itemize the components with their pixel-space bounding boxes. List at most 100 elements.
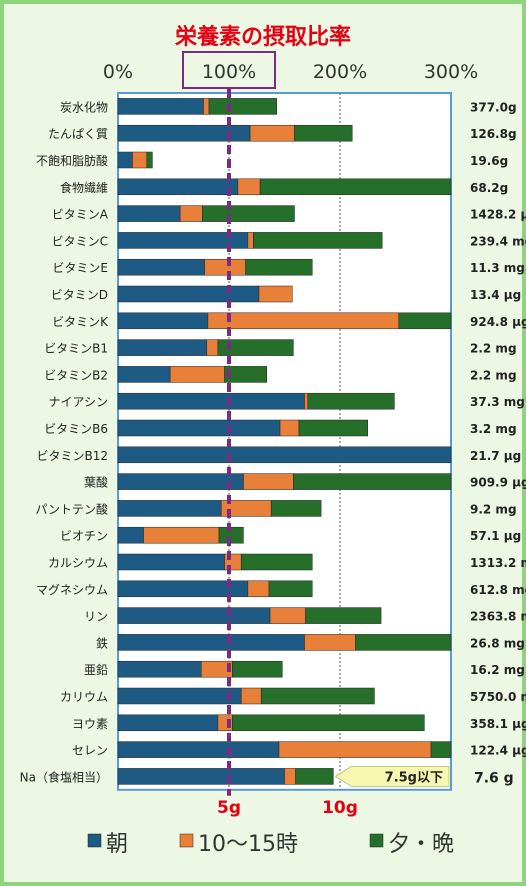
total-amount: 239.4 mg <box>470 234 526 248</box>
bar-segment <box>398 312 452 330</box>
bar-segment <box>253 232 383 249</box>
nutrient-label: セレン <box>72 744 108 758</box>
nutrient-label: ビタミンC <box>52 234 108 248</box>
bar-segment <box>117 687 242 705</box>
bar-segment <box>117 312 209 330</box>
total-amount: 2.2 mg <box>470 342 517 356</box>
bar-segment <box>247 232 254 249</box>
x-tick-label: 0% <box>103 61 133 83</box>
bar-segment <box>237 178 261 196</box>
bar-segment <box>268 580 313 598</box>
bar-segment <box>117 446 452 464</box>
bar-segment <box>294 124 353 142</box>
bar-segment <box>243 473 294 490</box>
nutrient-label: 鉄 <box>96 635 108 650</box>
total-amount: 909.9 µg <box>470 476 526 490</box>
total-amount: 2.2 mg <box>470 368 517 382</box>
bar-segment <box>270 500 322 517</box>
bar-segment <box>232 714 425 732</box>
legend-label: 朝 <box>106 832 128 857</box>
bar-segment <box>249 124 295 142</box>
total-amount: 26.8 mg <box>470 636 525 650</box>
total-amount: 377.0g <box>470 100 517 114</box>
bar-segment <box>117 258 205 276</box>
bar-segment <box>304 634 356 651</box>
total-amount: 9.2 mg <box>470 502 517 516</box>
bar-segment <box>117 634 305 651</box>
nutrient-label: ビタミンE <box>52 261 108 275</box>
bar-segment <box>117 285 260 303</box>
total-amount: 11.3 mg <box>470 261 525 275</box>
bar-segment <box>232 660 283 678</box>
total-amount: 13.4 µg <box>470 288 521 302</box>
bar-segment <box>293 473 452 490</box>
nutrient-label: ビタミンB6 <box>44 422 108 436</box>
sodium-bar-segment <box>284 768 296 785</box>
nutrient-label: 亜鉛 <box>84 663 108 677</box>
bar-segment <box>206 339 219 356</box>
nutrient-label: マグネシウム <box>36 583 108 597</box>
bar-segment <box>169 366 225 383</box>
bar-segment <box>279 419 300 437</box>
total-amount: 21.7 µg <box>470 449 521 463</box>
bar-segment <box>117 366 171 383</box>
total-amount: 5750.0 mg <box>470 690 526 704</box>
bar-segment <box>203 98 210 115</box>
bar-segment <box>260 687 375 705</box>
bar-segment <box>117 392 305 410</box>
bar-segment <box>204 258 246 276</box>
bar-segment <box>218 526 244 544</box>
total-amount: 57.1 µg <box>470 529 521 543</box>
gram-tick-label: 10g <box>322 798 358 818</box>
bar-segment <box>258 285 293 303</box>
nutrient-label: カリウム <box>60 690 108 704</box>
bar-segment <box>247 580 270 598</box>
bar-segment <box>117 205 181 222</box>
x-tick-label: 300% <box>424 61 478 83</box>
total-amount: 3.2 mg <box>470 422 517 436</box>
bar-segment <box>117 473 244 490</box>
nutrient-label: リン <box>84 610 108 624</box>
total-amount: 19.6g <box>470 154 508 168</box>
total-amount: 924.8 µg <box>470 315 526 329</box>
bar-segment <box>224 366 267 383</box>
bar-segment <box>117 741 280 758</box>
bar-segment <box>117 98 204 115</box>
nutrient-label: ビオチン <box>60 529 108 543</box>
nutrient-label: カルシウム <box>48 556 108 570</box>
nutrient-label: ビタミンD <box>51 288 108 302</box>
bar-segment <box>298 419 368 437</box>
nutrient-label: 食物繊維 <box>60 180 108 195</box>
bar-segment <box>202 205 295 222</box>
bar-segment <box>117 339 208 356</box>
nutrient-label: ナイアシン <box>48 395 108 409</box>
bar-segment <box>208 98 277 115</box>
bar-segment <box>240 687 262 705</box>
nutrient-label: ビタミンA <box>52 208 109 222</box>
bar-segment <box>278 741 432 758</box>
bar-segment <box>117 151 133 169</box>
total-amount: 612.8 mg <box>470 583 526 597</box>
target-callout <box>334 766 450 787</box>
target-label: 7.5g以下 <box>385 770 443 785</box>
bar-segment <box>117 607 271 624</box>
bar-segment <box>179 205 203 222</box>
sodium-bar-segment <box>295 768 334 785</box>
plot-area <box>117 92 452 791</box>
total-amount: 1428.2 µg <box>470 208 526 222</box>
nutrient-label: 炭水化物 <box>60 100 108 114</box>
bar-segment <box>355 634 452 651</box>
nutrient-label: ビタミンB2 <box>44 368 108 382</box>
bar-segment <box>430 741 452 758</box>
gram-tick-label: 5g <box>217 798 241 818</box>
nutrient-label: たんぱく質 <box>48 126 108 141</box>
bar-segment <box>117 419 281 437</box>
nutrient-label: ビタミンB1 <box>44 342 108 356</box>
bar-segment <box>207 312 400 330</box>
bar-segment <box>269 607 306 624</box>
x-tick-label: 100% <box>202 61 256 83</box>
legend-swatch <box>179 833 194 848</box>
legend-label: 夕・晩 <box>388 832 454 857</box>
bar-segment <box>117 553 225 571</box>
